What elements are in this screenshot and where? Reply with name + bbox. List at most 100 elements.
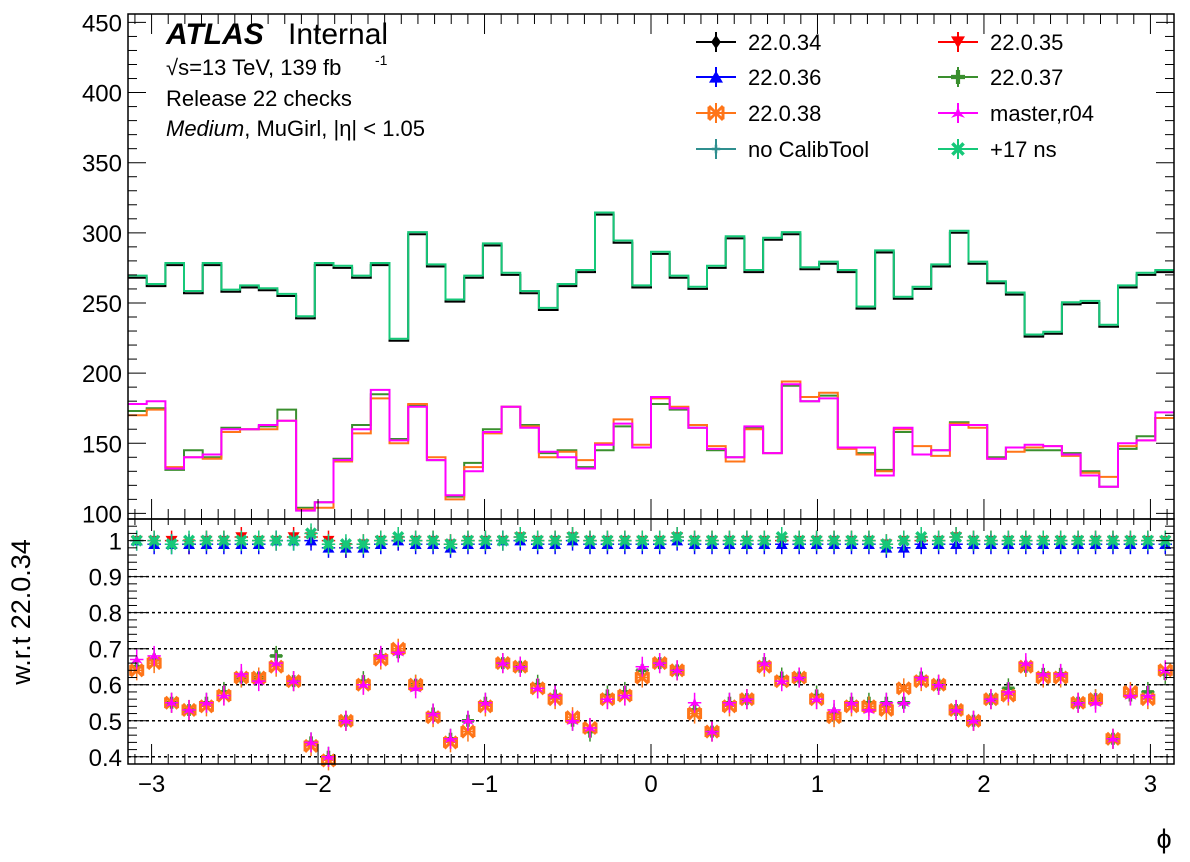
ratio-series-master-r04 [130, 642, 1172, 767]
ratio-point [443, 728, 458, 749]
ratio-point [984, 530, 998, 551]
main-histogram-series [128, 211, 1174, 512]
main-y-tick-label: 300 [82, 221, 122, 248]
ratio-y-tick-label: 0.9 [89, 565, 122, 592]
x-tick-label: 2 [977, 771, 990, 798]
legend-label: +17 ns [990, 137, 1057, 162]
ratio-point [164, 534, 179, 555]
ratio-point [217, 685, 231, 706]
ratio-point [879, 692, 894, 713]
ratio-point [565, 710, 580, 731]
ratio-panel-axes: −3 −2 −1 0 1 2 3 0.4 0.5 0.6 0.7 0.8 0.9 1 [89, 518, 1175, 798]
ratio-point [966, 710, 981, 731]
release-label: Release 22 checks [166, 86, 352, 111]
main-y-tick-label: 250 [82, 291, 122, 318]
ratio-point [1053, 663, 1068, 684]
ratio-point [496, 530, 510, 551]
ratio-y-tick-label: 1 [109, 529, 122, 556]
ratio-point [757, 530, 772, 551]
ratio-point [147, 645, 161, 666]
ratio-point [897, 530, 911, 551]
ratio-point [234, 663, 249, 684]
main-y-tick-label: 150 [82, 431, 122, 458]
ratio-point [618, 685, 632, 706]
ratio-point [426, 703, 440, 724]
legend-label: master,r04 [990, 101, 1094, 126]
ratio-point [304, 523, 318, 544]
legend-label: 22.0.35 [990, 30, 1063, 55]
ratio-point [879, 534, 894, 555]
ratio-point [408, 678, 423, 699]
ratio-point [286, 671, 301, 692]
ratio-point [1001, 681, 1016, 702]
ratio-point [443, 534, 458, 555]
ratio-point [1088, 530, 1103, 551]
ratio-point [914, 527, 928, 548]
ratio-point [670, 660, 684, 681]
ratio-point [827, 530, 841, 551]
ratio-point [600, 689, 615, 710]
ratio-point [844, 530, 859, 551]
ratio-point [182, 699, 196, 720]
ratio-point [1106, 728, 1120, 749]
ratio-point [304, 732, 318, 753]
ratio-point [1123, 685, 1138, 706]
ratio-point [687, 530, 702, 551]
ratio-point [775, 671, 789, 692]
ratio-y-tick-label: 0.7 [89, 637, 122, 664]
ratio-point [374, 530, 388, 551]
ratio-point [391, 642, 405, 663]
ratio-point [600, 530, 615, 551]
ratio-point [827, 699, 841, 720]
ratio-y-tick-label: 0.6 [89, 673, 122, 700]
x-tick-label: 3 [1144, 771, 1157, 798]
ratio-point [687, 692, 702, 713]
ratio-point [844, 692, 859, 713]
ratio-point [1071, 530, 1085, 551]
ratio-point [1053, 530, 1068, 551]
legend-label: 22.0.36 [748, 65, 821, 90]
main-y-tick-label: 450 [82, 10, 122, 37]
ratio-point [339, 710, 353, 731]
ratio-point [426, 530, 440, 551]
x-tick-label: −3 [138, 771, 165, 798]
ratio-point [513, 527, 527, 548]
ratio-point [809, 689, 824, 710]
ratio-point [199, 692, 214, 713]
ratio-point [897, 692, 911, 713]
ratio-point [1036, 663, 1050, 684]
ratio-point [252, 530, 266, 551]
ratio-point [478, 530, 493, 551]
ratio-point [949, 699, 963, 720]
legend-item-no-calibtool: no CalibTool [696, 137, 869, 162]
energy-lumi-label: √s=13 TeV, 139 fb [166, 55, 341, 80]
ratio-point [252, 671, 266, 692]
ratio-point [949, 527, 963, 548]
ratio-point [1071, 692, 1085, 713]
legend-item-22-0-35: 22.0.35 [938, 30, 1063, 55]
ratio-point [635, 530, 649, 551]
ratio-y-tick-label: 0.4 [89, 745, 122, 772]
ratio-point [1106, 530, 1120, 551]
ratio-point [182, 530, 196, 551]
ratio-point [722, 530, 737, 551]
ratio-point [147, 530, 161, 551]
ratio-point [931, 530, 946, 551]
ratio-point [775, 527, 789, 548]
ratio-point [862, 699, 876, 720]
main-y-tick-label: 100 [82, 501, 122, 528]
ratio-point [339, 534, 353, 555]
ratio-point [740, 689, 754, 710]
ratio-point [321, 534, 336, 555]
ratio-point [391, 527, 405, 548]
ratio-point [269, 653, 283, 674]
ratio-y-tick-label: 0.5 [89, 709, 122, 736]
ratio-point [966, 530, 981, 551]
ratio-point [740, 530, 754, 551]
ratio-point [757, 653, 772, 674]
x-tick-label: 0 [644, 771, 657, 798]
ratio-point [583, 530, 597, 551]
ratio-point [478, 692, 493, 713]
legend-item-master-r04: master,r04 [938, 101, 1094, 126]
